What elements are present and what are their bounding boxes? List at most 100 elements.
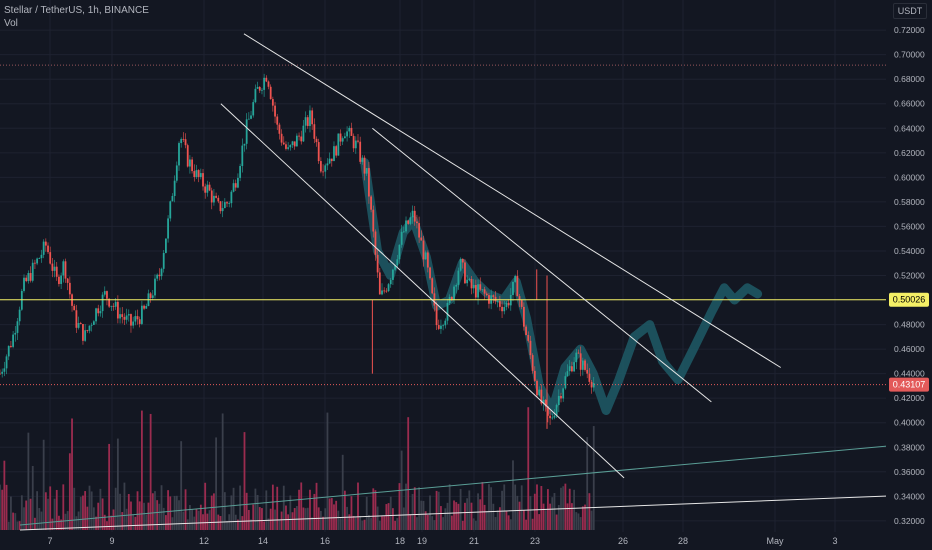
candle-body <box>453 286 455 300</box>
price-tick-label: 0.52000 <box>894 271 925 281</box>
candle-body <box>18 309 21 322</box>
volume-bar <box>374 490 377 530</box>
volume-bar <box>29 498 32 530</box>
price-tick-label: 0.46000 <box>894 344 925 354</box>
candle-body <box>293 141 296 147</box>
candle-body <box>114 301 117 307</box>
candle-body <box>230 191 233 204</box>
volume-bar <box>376 506 379 530</box>
candle-body <box>267 81 270 87</box>
time-axis[interactable]: 7 9 12 14 16 18 19 21 23 26 28 May 3 <box>0 532 932 550</box>
candle-body <box>250 115 252 119</box>
price-tick-label: 0.38000 <box>894 442 925 452</box>
volume-bar <box>577 513 580 530</box>
volume-bar <box>287 514 290 530</box>
volume-bar <box>370 517 372 530</box>
candle-body <box>64 261 67 279</box>
candle-body <box>10 345 12 347</box>
candle-body <box>309 110 311 126</box>
volume-bar <box>444 508 447 530</box>
volume-bar <box>16 521 19 530</box>
candle-body <box>274 105 276 117</box>
volume-bar <box>354 517 357 530</box>
volume-bar <box>533 493 536 530</box>
candle-body <box>313 124 316 139</box>
candle-body <box>470 279 473 289</box>
candle-body <box>418 223 421 238</box>
candle-body <box>348 127 351 132</box>
candle-body <box>387 284 390 292</box>
volume-bar <box>197 510 200 530</box>
volume-bar <box>241 516 244 530</box>
candle-body <box>42 241 45 255</box>
volume-bar <box>501 490 503 530</box>
mid-channel-line[interactable] <box>372 127 712 403</box>
volume-bar <box>53 498 56 530</box>
candle-body <box>123 316 126 320</box>
candle-body <box>223 202 226 209</box>
volume-bar <box>47 498 49 530</box>
candle-body <box>53 266 56 271</box>
volume-bar <box>245 492 248 530</box>
volume-bar <box>590 510 593 530</box>
candle-body <box>374 231 377 255</box>
candle-body <box>97 308 100 314</box>
chart-title: Stellar / TetherUS, 1h, BINANCE <box>4 5 149 16</box>
volume-bar <box>453 500 455 530</box>
candle-body <box>285 144 287 149</box>
volume-bar <box>429 495 431 530</box>
volume-bar <box>365 496 368 530</box>
candle-body <box>573 362 576 372</box>
candle-body <box>298 135 300 137</box>
volume-bar <box>361 520 364 530</box>
volume-bar <box>143 502 145 530</box>
volume-bar <box>134 516 137 530</box>
upper-channel-line[interactable] <box>243 33 781 368</box>
candle-body <box>62 261 65 276</box>
volume-bar <box>51 518 54 530</box>
volume-bar <box>160 485 163 530</box>
candle-body <box>474 285 477 298</box>
volume-bar <box>525 519 527 530</box>
volume-bar <box>44 492 47 530</box>
volume-bar <box>562 486 565 530</box>
price-tick-label: 0.40000 <box>894 418 925 428</box>
candle-body <box>522 306 525 327</box>
candle-body <box>239 166 242 178</box>
candle-body <box>265 77 268 82</box>
candle-body <box>16 321 19 333</box>
volume-bar <box>243 432 246 530</box>
volume-bar <box>378 520 381 530</box>
volume-bar <box>114 487 117 530</box>
candle-body <box>350 127 353 136</box>
volume-bar <box>60 519 63 530</box>
volume-bar <box>544 510 547 530</box>
volume-bar <box>169 496 172 530</box>
price-tick-label: 0.60000 <box>894 172 925 182</box>
volume-bar <box>330 498 333 530</box>
volume-bar <box>313 493 316 530</box>
candle-body <box>440 325 442 329</box>
volume-bar <box>350 496 353 530</box>
volume-bar <box>289 495 292 530</box>
price-axis[interactable]: 0.72000 0.70000 0.68000 0.66000 0.64000 0.620… <box>886 0 932 550</box>
candle-body <box>110 305 113 307</box>
candle-body <box>424 252 427 260</box>
currency-label[interactable]: USDT <box>893 3 927 19</box>
price-tick-label: 0.56000 <box>894 221 925 231</box>
candle-body <box>280 133 283 143</box>
volume-indicator-label[interactable]: Vol <box>4 18 18 29</box>
volume-bar <box>416 517 418 530</box>
candle-body <box>121 314 124 317</box>
volume-bar <box>551 497 554 530</box>
candle-body <box>145 306 148 309</box>
candle-body <box>562 388 565 399</box>
lower-channel-line[interactable] <box>220 103 625 479</box>
volume-bar <box>553 493 556 530</box>
candle-body <box>389 279 392 285</box>
volume-bar <box>359 515 362 530</box>
volume-bar <box>527 407 530 530</box>
volume-bar <box>555 514 558 530</box>
candle-body <box>592 383 595 388</box>
